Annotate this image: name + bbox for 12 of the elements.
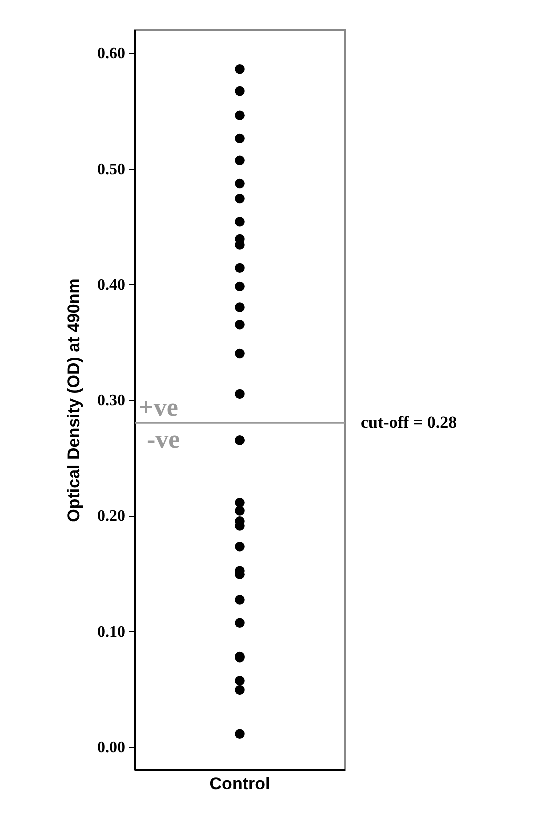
y-tick-label: 0.00 [98, 739, 126, 756]
annotation: -ve [147, 425, 180, 454]
y-tick-label: 0.60 [98, 46, 126, 63]
ref-line-label: cut-off = 0.28 [361, 413, 458, 432]
y-tick-label: 0.10 [98, 624, 126, 641]
y-tick-label: 0.50 [98, 161, 126, 178]
x-tick-label: Control [210, 774, 270, 794]
y-tick-label: 0.40 [98, 276, 126, 294]
annotation: +ve [139, 393, 178, 422]
y-axis-title: Optical Density (OD) at 490nm [64, 278, 84, 522]
y-tick-label: 0.20 [98, 508, 126, 526]
y-tick-label: 0.30 [98, 392, 126, 410]
